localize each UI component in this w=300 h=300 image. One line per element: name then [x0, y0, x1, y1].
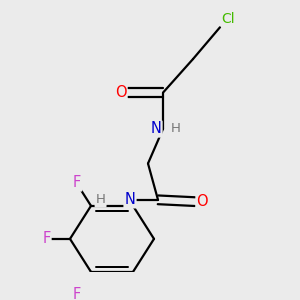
Text: H: H: [96, 193, 106, 206]
Text: N: N: [151, 122, 161, 136]
Text: F: F: [73, 287, 81, 300]
Text: O: O: [115, 85, 127, 100]
Text: O: O: [196, 194, 208, 209]
Text: H: H: [170, 122, 180, 136]
Text: F: F: [42, 231, 50, 246]
Text: Cl: Cl: [221, 12, 235, 26]
Text: N: N: [124, 192, 135, 207]
Text: F: F: [73, 176, 81, 190]
